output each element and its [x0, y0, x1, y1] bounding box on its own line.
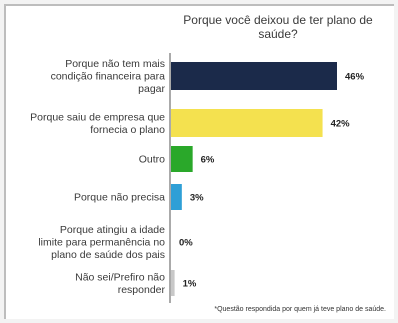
value-label: 42%	[331, 119, 351, 130]
bar	[171, 146, 193, 172]
bar	[171, 109, 323, 137]
value-label: 3%	[190, 193, 204, 204]
chart-title-line: saúde?	[258, 27, 298, 41]
category-label: Porque não tem mais	[65, 58, 165, 70]
value-label: 1%	[183, 279, 197, 290]
category-label: plano de saúde dos pais	[51, 249, 165, 261]
category-label: Não sei/Prefiro não	[75, 271, 165, 283]
category-label: responder	[118, 284, 166, 296]
category-label: Porque atingiu a idade	[60, 224, 165, 236]
category-label: Outro	[139, 154, 165, 166]
bar	[171, 270, 175, 296]
bar	[171, 62, 337, 90]
footnote: *Questão respondida por quem já teve pla…	[214, 306, 386, 313]
category-label: Porque não precisa	[74, 192, 165, 204]
value-labels: 46% 42% 6% 3% 0% 1%	[179, 72, 365, 290]
value-label: 46%	[345, 72, 365, 83]
value-label: 6%	[201, 155, 215, 166]
category-label: condição financeira para	[51, 71, 166, 83]
chart-frame: Porque você deixou de ter plano de saúde?…	[4, 4, 394, 319]
category-label: pagar	[138, 83, 165, 95]
chart-title-line: Porque você deixou de ter plano de	[183, 13, 373, 27]
bar	[171, 184, 182, 210]
value-label: 0%	[179, 238, 193, 249]
bar-chart: Porque você deixou de ter plano desaúde?…	[30, 13, 386, 313]
category-label: limite para permanência no	[38, 237, 165, 249]
category-label: Porque saiu de empresa que	[30, 111, 165, 123]
category-label: fornecia o plano	[90, 124, 165, 136]
bars	[171, 62, 337, 296]
